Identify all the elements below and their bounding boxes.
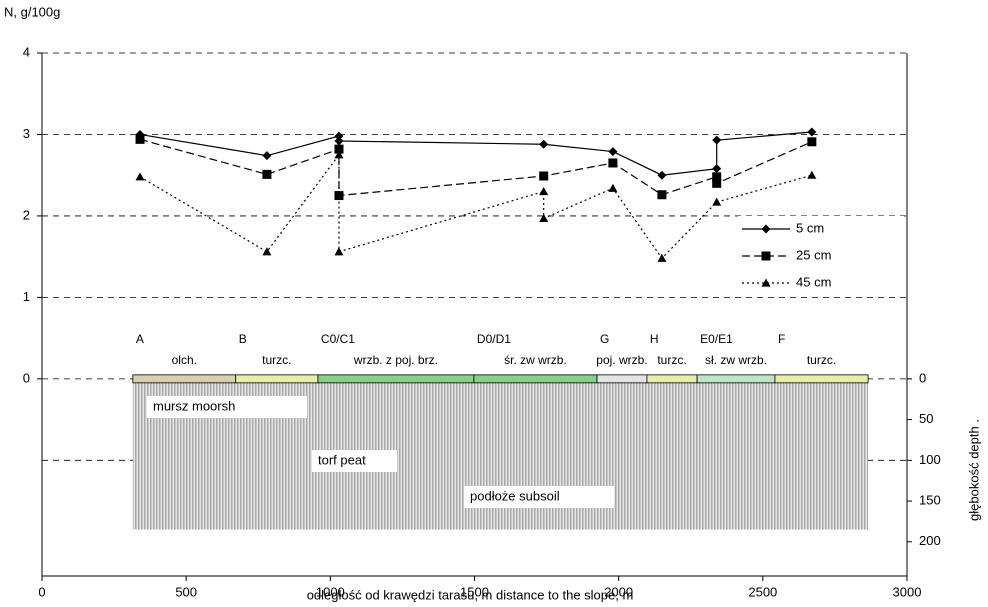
marker xyxy=(334,136,344,146)
site-label: F xyxy=(778,332,785,346)
site-label: A xyxy=(136,332,144,346)
habitat-segment xyxy=(473,374,598,384)
layer-label-box xyxy=(147,396,307,418)
marker xyxy=(761,278,771,287)
habitat-segment xyxy=(774,374,869,384)
marker xyxy=(761,224,771,234)
legend-label: 45 cm xyxy=(796,274,831,289)
marker xyxy=(539,139,549,149)
marker xyxy=(539,186,549,196)
marker xyxy=(262,169,272,179)
habitat-label: śr. zw wrzb. xyxy=(504,353,567,367)
habitat-label: poj. wrzb. xyxy=(596,353,647,367)
habitat-segment xyxy=(646,374,698,384)
marker xyxy=(712,178,722,188)
x-tick-label: 1000 xyxy=(316,584,345,599)
x-tick-label: 2000 xyxy=(604,584,633,599)
site-label: D0/D1 xyxy=(477,332,511,346)
layer-label-box xyxy=(312,450,397,472)
marker xyxy=(135,172,145,181)
site-label: C0/C1 xyxy=(321,332,355,346)
habitat-segment xyxy=(132,374,237,384)
y2-tick-label: 100 xyxy=(919,452,941,467)
habitat-label: sł. zw wrzb. xyxy=(705,353,767,367)
marker xyxy=(334,131,344,141)
site-label: E0/E1 xyxy=(700,332,733,346)
marker xyxy=(712,164,722,174)
site-label: H xyxy=(650,332,659,346)
marker xyxy=(657,253,667,262)
chart-title: N, g/100g xyxy=(4,4,60,19)
y-tick-label: 3 xyxy=(23,126,30,141)
habitat-label: turzc. xyxy=(807,353,836,367)
marker xyxy=(334,247,344,256)
y2-tick-label: 50 xyxy=(919,411,933,426)
y2-tick-label: 0 xyxy=(919,370,926,385)
y-tick-label: 1 xyxy=(23,289,30,304)
layer-label-box xyxy=(464,486,614,508)
marker xyxy=(712,197,722,206)
marker xyxy=(807,170,817,179)
x-tick-label: 1500 xyxy=(460,584,489,599)
series-line xyxy=(139,138,813,197)
marker xyxy=(539,171,549,181)
legend-label: 5 cm xyxy=(796,220,824,235)
marker xyxy=(135,134,145,144)
series-line xyxy=(139,131,812,176)
marker xyxy=(334,150,344,159)
marker xyxy=(657,170,667,180)
habitat-label: wrzb. z poj. brz. xyxy=(353,353,438,367)
layer-labels: mursz moorsh torf peat podłoże subsoil xyxy=(147,396,614,508)
marker xyxy=(262,247,272,256)
habitat-segment xyxy=(317,374,475,384)
series-line xyxy=(139,153,813,260)
habitat-label: turzc. xyxy=(657,353,686,367)
marker xyxy=(712,135,722,145)
y-tick-label: 2 xyxy=(23,207,30,222)
marker xyxy=(761,251,771,261)
x-axis-title: odległość od krawędzi tarasu, m distance… xyxy=(307,587,634,602)
marker xyxy=(334,191,344,201)
habitat-label: olch. xyxy=(172,353,197,367)
marker xyxy=(657,190,667,200)
marker xyxy=(262,151,272,161)
habitat-segment xyxy=(235,374,319,384)
habitat-segment xyxy=(596,374,648,384)
marker xyxy=(608,183,618,192)
y-tick-label: 0 xyxy=(23,370,30,385)
habitat-label: turzc. xyxy=(262,353,291,367)
y2-axis-title: głębokość depth . xyxy=(966,419,981,521)
marker xyxy=(608,147,618,157)
habitat-segment xyxy=(696,374,776,384)
y-tick-label: 4 xyxy=(23,44,30,59)
y2-tick-label: 150 xyxy=(919,492,941,507)
marker xyxy=(807,137,817,147)
legend-label: 25 cm xyxy=(796,247,831,262)
x-tick-label: 0 xyxy=(38,584,45,599)
y2-tick-label: 200 xyxy=(919,533,941,548)
marker xyxy=(807,127,817,137)
x-tick-label: 500 xyxy=(175,584,197,599)
marker xyxy=(712,172,722,182)
layer-label: podłoże subsoil xyxy=(470,488,560,503)
x-tick-label: 3000 xyxy=(893,584,922,599)
site-label: B xyxy=(239,332,247,346)
x-tick-label: 2500 xyxy=(748,584,777,599)
marker xyxy=(334,144,344,154)
site-label: G xyxy=(600,332,609,346)
layer-label: mursz moorsh xyxy=(153,398,235,413)
marker xyxy=(539,213,549,222)
marker xyxy=(608,158,618,168)
layer-label: torf peat xyxy=(318,452,366,467)
